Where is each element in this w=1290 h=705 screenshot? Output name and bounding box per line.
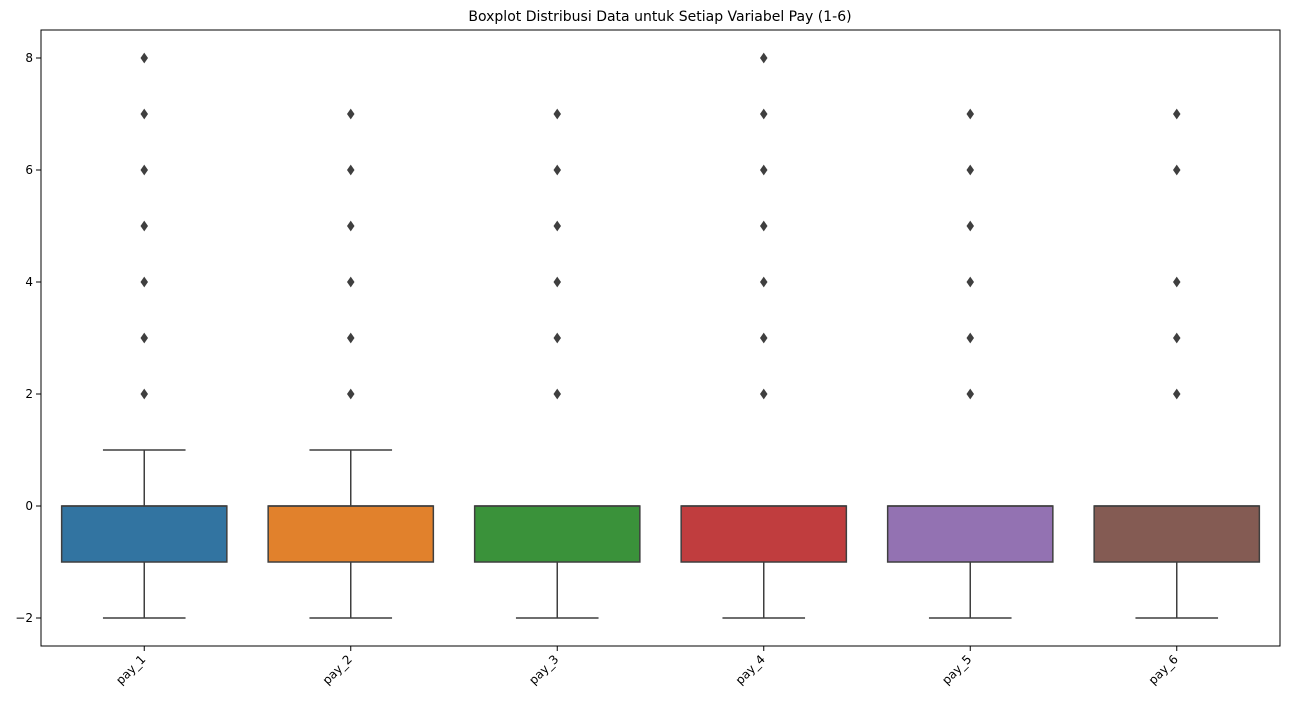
outlier-point (759, 276, 768, 288)
y-tick-label: −2 (15, 611, 33, 625)
outlier-point (346, 220, 355, 232)
outlier-point (759, 52, 768, 64)
outlier-point (966, 164, 975, 176)
y-tick-label: 8 (25, 51, 33, 65)
outlier-point (140, 220, 149, 232)
outlier-point (140, 276, 149, 288)
box-body (680, 505, 848, 563)
outlier-point (346, 388, 355, 400)
outlier-point (346, 108, 355, 120)
outlier-point (553, 220, 562, 232)
box-body (1093, 505, 1261, 563)
outlier-point (346, 164, 355, 176)
box-pay_6 (1093, 108, 1261, 619)
x-tick-label-pay_2: pay_2 (320, 652, 355, 687)
x-tick-label-pay_5: pay_5 (939, 652, 974, 687)
outlier-point (553, 164, 562, 176)
outlier-point (966, 220, 975, 232)
outlier-point (140, 52, 149, 64)
outlier-point (759, 332, 768, 344)
outlier-point (346, 276, 355, 288)
y-tick-label: 6 (25, 163, 33, 177)
x-tick-label-pay_6: pay_6 (1146, 652, 1181, 687)
y-tick-label: 0 (25, 499, 33, 513)
outlier-point (1172, 276, 1181, 288)
outlier-point (140, 164, 149, 176)
box-pay_3 (473, 108, 641, 619)
outlier-point (553, 108, 562, 120)
outlier-point (966, 108, 975, 120)
box-body (60, 505, 228, 563)
outlier-point (966, 276, 975, 288)
x-tick-label-pay_3: pay_3 (526, 652, 561, 687)
outlier-point (759, 388, 768, 400)
outlier-point (759, 108, 768, 120)
outlier-point (1172, 388, 1181, 400)
x-tick-label-pay_1: pay_1 (113, 652, 148, 687)
outlier-point (1172, 164, 1181, 176)
outlier-point (553, 388, 562, 400)
outlier-point (140, 388, 149, 400)
outlier-point (759, 164, 768, 176)
box-pay_4 (680, 52, 848, 619)
outlier-point (346, 332, 355, 344)
box-body (886, 505, 1054, 563)
outlier-point (140, 332, 149, 344)
box-pay_1 (60, 52, 228, 619)
y-tick-label: 2 (25, 387, 33, 401)
outlier-point (966, 388, 975, 400)
box-body (267, 505, 435, 563)
outlier-point (140, 108, 149, 120)
outlier-point (966, 332, 975, 344)
outlier-point (553, 332, 562, 344)
box-pay_5 (886, 108, 1054, 619)
box-body (473, 505, 641, 563)
outlier-point (553, 276, 562, 288)
chart-title: Boxplot Distribusi Data untuk Setiap Var… (468, 9, 851, 25)
outlier-point (1172, 332, 1181, 344)
outlier-point (759, 220, 768, 232)
outlier-point (1172, 108, 1181, 120)
x-tick-label-pay_4: pay_4 (733, 652, 768, 687)
box-pay_2 (267, 108, 435, 619)
plot-frame (40, 29, 1281, 647)
y-tick-label: 4 (25, 275, 33, 289)
